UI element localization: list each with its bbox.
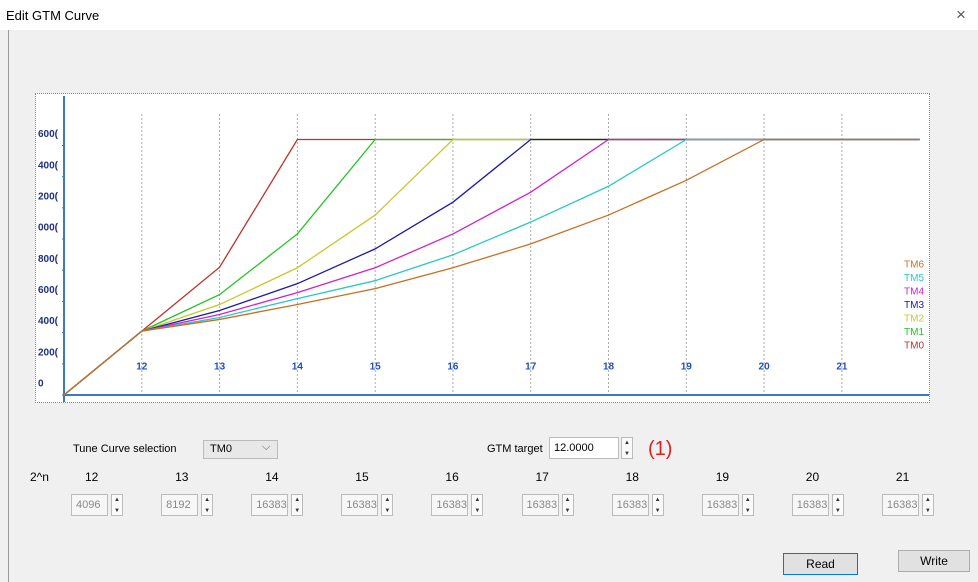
x-tick-label: 16 (447, 362, 459, 373)
x-tick-label: 18 (603, 362, 615, 373)
value-spinner[interactable]: ▲ ▼ (111, 494, 123, 516)
series-line (63, 138, 920, 396)
x-tick-label: 13 (214, 362, 226, 373)
gtm-input[interactable]: 12.0000 (549, 437, 619, 459)
value-spinner[interactable]: ▲ ▼ (921, 494, 934, 516)
column-label: 19 (715, 470, 730, 484)
value-input[interactable]: 4096 (71, 494, 108, 516)
legend-entry: TM1 (904, 327, 924, 338)
close-button[interactable]: × (956, 5, 966, 24)
value-input[interactable]: 16383 (791, 494, 829, 516)
column-label: 14 (265, 470, 279, 484)
title-bar (0, 0, 978, 30)
x-tick-label: 12 (136, 362, 148, 373)
value-spinner[interactable]: ▲ ▼ (471, 494, 484, 516)
legend-entry: TM4 (904, 287, 924, 298)
left-border (8, 30, 9, 582)
legend-entry: TM2 (904, 314, 924, 325)
legend-entry: TM5 (904, 273, 924, 284)
y-tick-label: 0 (38, 379, 44, 390)
x-tick-label: 20 (759, 362, 771, 373)
column-label: 17 (535, 470, 549, 484)
value-spinner[interactable]: ▲ ▼ (201, 494, 214, 516)
column-label: 21 (895, 470, 910, 484)
y-tick-label: 600( (38, 285, 59, 296)
value-spinner[interactable]: ▲ ▼ (381, 494, 394, 516)
chart: 12 13 14 15 16 17 18 19 20 21 0 200( 400( 600( 800( 000… (38, 96, 929, 402)
y-tick-label: 600( (38, 129, 59, 140)
legend-entry: TM3 (904, 300, 924, 311)
column-label: 12 (85, 470, 99, 484)
series-line (63, 138, 920, 396)
y-tick-label: 800( (38, 254, 59, 265)
y-tick-label: 000( (38, 223, 59, 234)
x-tick-label: 15 (370, 362, 382, 373)
window-title: Edit GTM Curve (6, 8, 100, 23)
column-label: 18 (625, 470, 639, 484)
read-button[interactable]: Read (783, 553, 858, 575)
value-input[interactable]: 16383 (251, 494, 289, 516)
y-tick-label: 400( (38, 316, 59, 327)
legend-entry: TM0 (904, 341, 924, 352)
y-tick-label: 200( (38, 191, 59, 202)
value-input[interactable]: 8192 (161, 494, 199, 516)
column-label: 13 (175, 470, 189, 484)
tune-label: Tune Curve selection (73, 443, 177, 455)
column-label: 15 (355, 470, 369, 484)
tune-select[interactable]: TM0 ⌵ (203, 440, 278, 459)
chart-frame: 12 13 14 15 16 17 18 19 20 21 0 200( 400( 600( 800( 000… (35, 93, 930, 403)
write-button[interactable]: Write (898, 550, 970, 572)
value-spinner[interactable]: ▲ ▼ (291, 494, 304, 516)
dropdown-arrow: ⌵ (262, 441, 271, 453)
series-line (63, 138, 920, 396)
row-label: 2^n (30, 470, 49, 484)
value-input[interactable]: 16383 (341, 494, 379, 516)
y-tick-label: 400( (38, 160, 59, 171)
value-spinner[interactable]: ▲ ▼ (561, 494, 574, 516)
value-input[interactable]: 16383 (521, 494, 559, 516)
value-spinner[interactable]: ▲ ▼ (831, 494, 844, 516)
x-tick-label: 19 (681, 362, 693, 373)
value-spinner[interactable]: ▲ ▼ (651, 494, 664, 516)
value-spinner[interactable]: ▲ ▼ (741, 494, 754, 516)
gtm-label: GTM target (487, 443, 543, 455)
series-line (63, 138, 920, 396)
x-tick-label: 21 (836, 362, 848, 373)
value-input[interactable]: 16383 (701, 494, 739, 516)
legend-entry: TM6 (904, 260, 924, 271)
value-input[interactable]: 16383 (431, 494, 469, 516)
y-tick-label: 200( (38, 347, 59, 358)
series-line (63, 138, 920, 396)
gtm-spinner[interactable]: ▲ ▼ (621, 437, 633, 459)
annotation: (1) (648, 438, 673, 460)
value-input[interactable]: 16383 (611, 494, 649, 516)
column-label: 16 (445, 470, 459, 484)
column-label: 20 (805, 470, 820, 484)
series-line (63, 138, 920, 396)
value-input[interactable]: 16383 (881, 494, 919, 516)
tune-value: TM0 (210, 443, 232, 455)
series-line (63, 138, 920, 396)
x-tick-label: 14 (292, 362, 304, 373)
x-tick-label: 17 (525, 362, 537, 373)
